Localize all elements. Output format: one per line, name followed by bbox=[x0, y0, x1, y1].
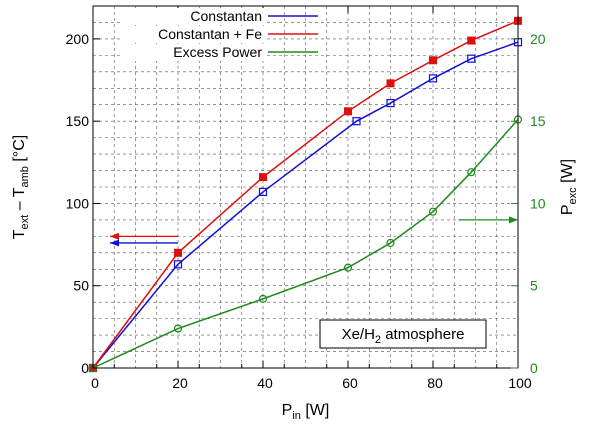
y-axis-title-s2: amb bbox=[19, 166, 31, 187]
data-point bbox=[343, 263, 353, 272]
arrows bbox=[110, 216, 518, 247]
y-axis-title-s1: ext bbox=[19, 215, 31, 230]
legend-bg bbox=[120, 26, 266, 43]
data-point bbox=[258, 187, 268, 197]
y2-tick-label: 0 bbox=[530, 360, 538, 376]
legend: Constantan Constantan + Fe Excess Power bbox=[120, 8, 318, 61]
arrow-head bbox=[110, 239, 119, 247]
x-tick-label: 80 bbox=[427, 375, 443, 391]
y2-tick-label: 10 bbox=[530, 195, 546, 211]
annotation-post: atmosphere bbox=[381, 326, 464, 343]
arrow-right bbox=[458, 216, 518, 224]
annotation-frame bbox=[319, 319, 487, 349]
axis-titles: Pin [W] Text – Tamb [°C] Pexc [W] bbox=[11, 135, 579, 422]
legend-label: Excess Power bbox=[173, 44, 262, 60]
plot-frame bbox=[92, 5, 519, 369]
legend-bg bbox=[120, 8, 266, 25]
annotation-box: Xe/H2 atmosphere bbox=[319, 319, 487, 349]
legend-bg bbox=[120, 44, 266, 61]
data-point bbox=[344, 107, 352, 116]
annotation-pre: Xe/H bbox=[342, 326, 375, 343]
data-point bbox=[428, 74, 438, 83]
y-axis-title-mid: – T bbox=[11, 187, 28, 215]
data-point bbox=[467, 54, 476, 63]
y-tick-label: 100 bbox=[66, 195, 90, 211]
y-axis-title-t1: T bbox=[11, 229, 28, 239]
arrow-head bbox=[509, 216, 518, 224]
y-tick-label: 0 bbox=[81, 360, 89, 376]
data-point bbox=[173, 260, 183, 269]
data-point bbox=[258, 294, 268, 303]
legend-label: Constantan bbox=[190, 8, 262, 24]
x-axis-title-unit: [W] bbox=[301, 402, 329, 419]
series-line bbox=[92, 119, 519, 369]
y-tick-label: 50 bbox=[73, 278, 89, 294]
arrow-head bbox=[110, 232, 119, 240]
data-point bbox=[386, 238, 395, 248]
y2-axis-title-unit: [W] bbox=[559, 159, 576, 187]
series-layer bbox=[88, 16, 523, 373]
x-tick-label: 40 bbox=[257, 375, 273, 391]
y2-tick-label: 15 bbox=[530, 113, 546, 129]
grid bbox=[93, 6, 518, 368]
data-point bbox=[173, 324, 183, 333]
series-line bbox=[92, 20, 519, 369]
data-point bbox=[428, 207, 438, 216]
x-axis-title-sub: in bbox=[292, 410, 301, 422]
y2-axis-title-main: P bbox=[559, 204, 576, 215]
x-tick-label: 20 bbox=[172, 375, 188, 391]
x-tick-label: 60 bbox=[342, 375, 358, 391]
y-axis-title-unit: [°C] bbox=[11, 135, 28, 166]
data-point bbox=[386, 98, 395, 108]
x-tick-label: 0 bbox=[91, 375, 99, 391]
annotation-text: Xe/H2 atmosphere bbox=[342, 326, 465, 346]
y-tick-label: 150 bbox=[66, 113, 90, 129]
y2-tick-label: 20 bbox=[530, 31, 546, 47]
data-point bbox=[429, 56, 437, 65]
y2-axis-title: Pexc [W] bbox=[559, 159, 579, 215]
data-point bbox=[386, 79, 395, 88]
arrow-left bbox=[110, 239, 178, 247]
y-axis-title: Text – Tamb [°C] bbox=[11, 135, 31, 239]
annotation-sub: 2 bbox=[375, 334, 381, 346]
data-point bbox=[352, 117, 361, 126]
x-axis-title: Pin [W] bbox=[282, 402, 330, 422]
x-axis-title-main: P bbox=[282, 402, 293, 419]
arrow-left bbox=[110, 232, 178, 240]
y2-tick-label: 5 bbox=[530, 278, 538, 294]
data-point bbox=[259, 173, 267, 182]
axes bbox=[92, 5, 519, 369]
data-point bbox=[174, 248, 182, 257]
legend-label: Constantan + Fe bbox=[158, 26, 262, 42]
data-point bbox=[467, 168, 476, 177]
y2-axis-title-sub: exc bbox=[567, 187, 579, 205]
y-tick-label: 200 bbox=[66, 31, 90, 47]
series-constantan bbox=[88, 38, 523, 373]
data-point bbox=[467, 36, 476, 45]
series-line bbox=[92, 41, 519, 369]
x-tick-label: 100 bbox=[508, 375, 532, 391]
